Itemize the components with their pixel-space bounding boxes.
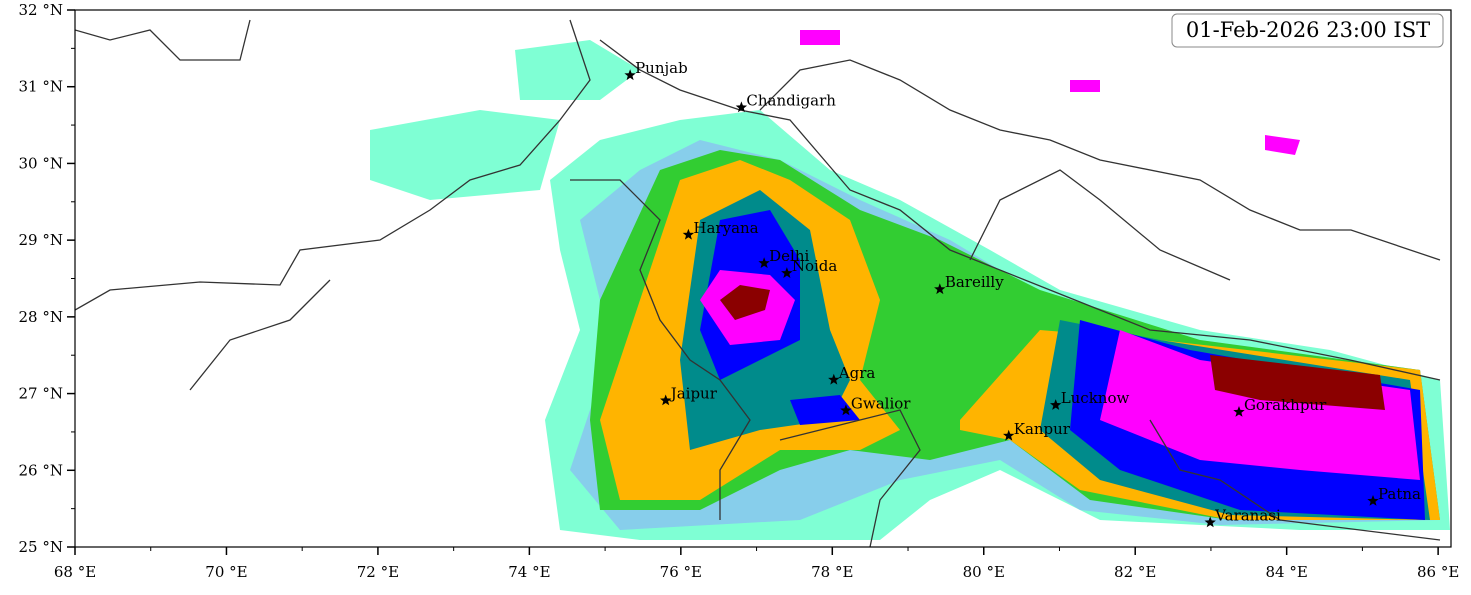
city-marker xyxy=(840,404,852,416)
x-tick-label: 76 °E xyxy=(660,563,702,581)
city-label: Lucknow xyxy=(1061,389,1130,407)
x-tick-label: 68 °E xyxy=(54,563,96,581)
city-label: Bareilly xyxy=(945,273,1004,291)
city-label: Patna xyxy=(1378,485,1421,503)
y-tick-label: 29 °N xyxy=(19,231,63,249)
boundaries xyxy=(75,19,1441,547)
city-marker xyxy=(828,373,840,385)
x-tick-label: 84 °E xyxy=(1266,563,1308,581)
y-tick-label: 27 °N xyxy=(19,385,63,403)
x-tick-label: 80 °E xyxy=(963,563,1005,581)
city-marker xyxy=(1050,399,1062,410)
city-label: Noida xyxy=(792,257,838,275)
x-tick-label: 72 °E xyxy=(357,563,399,581)
y-tick-label: 32 °N xyxy=(19,1,63,19)
city-label: Punjab xyxy=(635,59,688,77)
city-marker xyxy=(1367,495,1379,506)
y-tick-label: 28 °N xyxy=(19,308,63,326)
city-marker xyxy=(1204,516,1216,528)
timestamp-frame xyxy=(1171,13,1444,48)
city-label: Kanpur xyxy=(1014,420,1071,438)
x-tick-label: 78 °E xyxy=(811,563,853,581)
city-marker xyxy=(781,267,793,278)
city-label: Haryana xyxy=(693,219,758,237)
city-label: Varanasi xyxy=(1214,506,1281,524)
city-label: Chandigarh xyxy=(746,91,836,109)
city-marker xyxy=(682,228,695,240)
timestamp: 01-Feb-2026 23:00 IST xyxy=(1186,18,1430,42)
city-label: Agra xyxy=(838,364,876,382)
city-label: Jaipur xyxy=(669,384,718,402)
timestamp-box: 01-Feb-2026 23:00 IST xyxy=(1171,13,1444,48)
city-marker xyxy=(1003,429,1015,441)
y-tick-label: 26 °N xyxy=(19,461,63,479)
city-label: Gwalior xyxy=(851,394,911,412)
city-marker xyxy=(735,101,748,113)
city-marker xyxy=(660,394,672,406)
city-label: Gorakhpur xyxy=(1244,396,1327,414)
city-label: Delhi xyxy=(769,247,809,265)
y-tick-label: 31 °N xyxy=(19,78,63,96)
x-tick-label: 82 °E xyxy=(1114,563,1156,581)
city-marker xyxy=(758,257,770,268)
y-tick-label: 25 °N xyxy=(19,538,63,556)
city-marker xyxy=(1233,406,1245,417)
x-tick-label: 74 °E xyxy=(508,563,550,581)
city-marker xyxy=(624,69,636,81)
y-tick-label: 30 °N xyxy=(19,154,63,172)
x-tick-label: 86 °E xyxy=(1417,563,1459,581)
x-tick-label: 70 °E xyxy=(205,563,247,581)
precip-field xyxy=(370,30,1450,540)
city-marker xyxy=(934,283,946,295)
